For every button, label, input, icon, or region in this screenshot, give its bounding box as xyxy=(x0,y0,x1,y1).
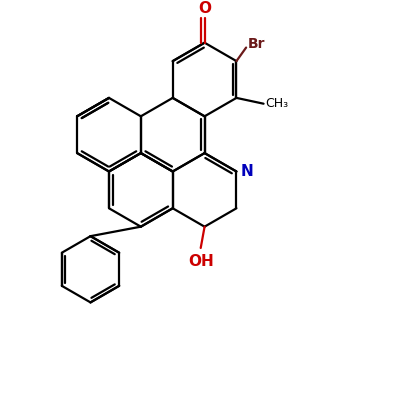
Text: CH₃: CH₃ xyxy=(266,97,289,110)
Text: N: N xyxy=(240,164,253,179)
Text: Br: Br xyxy=(248,37,266,51)
Text: OH: OH xyxy=(188,254,214,269)
Text: O: O xyxy=(198,0,211,16)
